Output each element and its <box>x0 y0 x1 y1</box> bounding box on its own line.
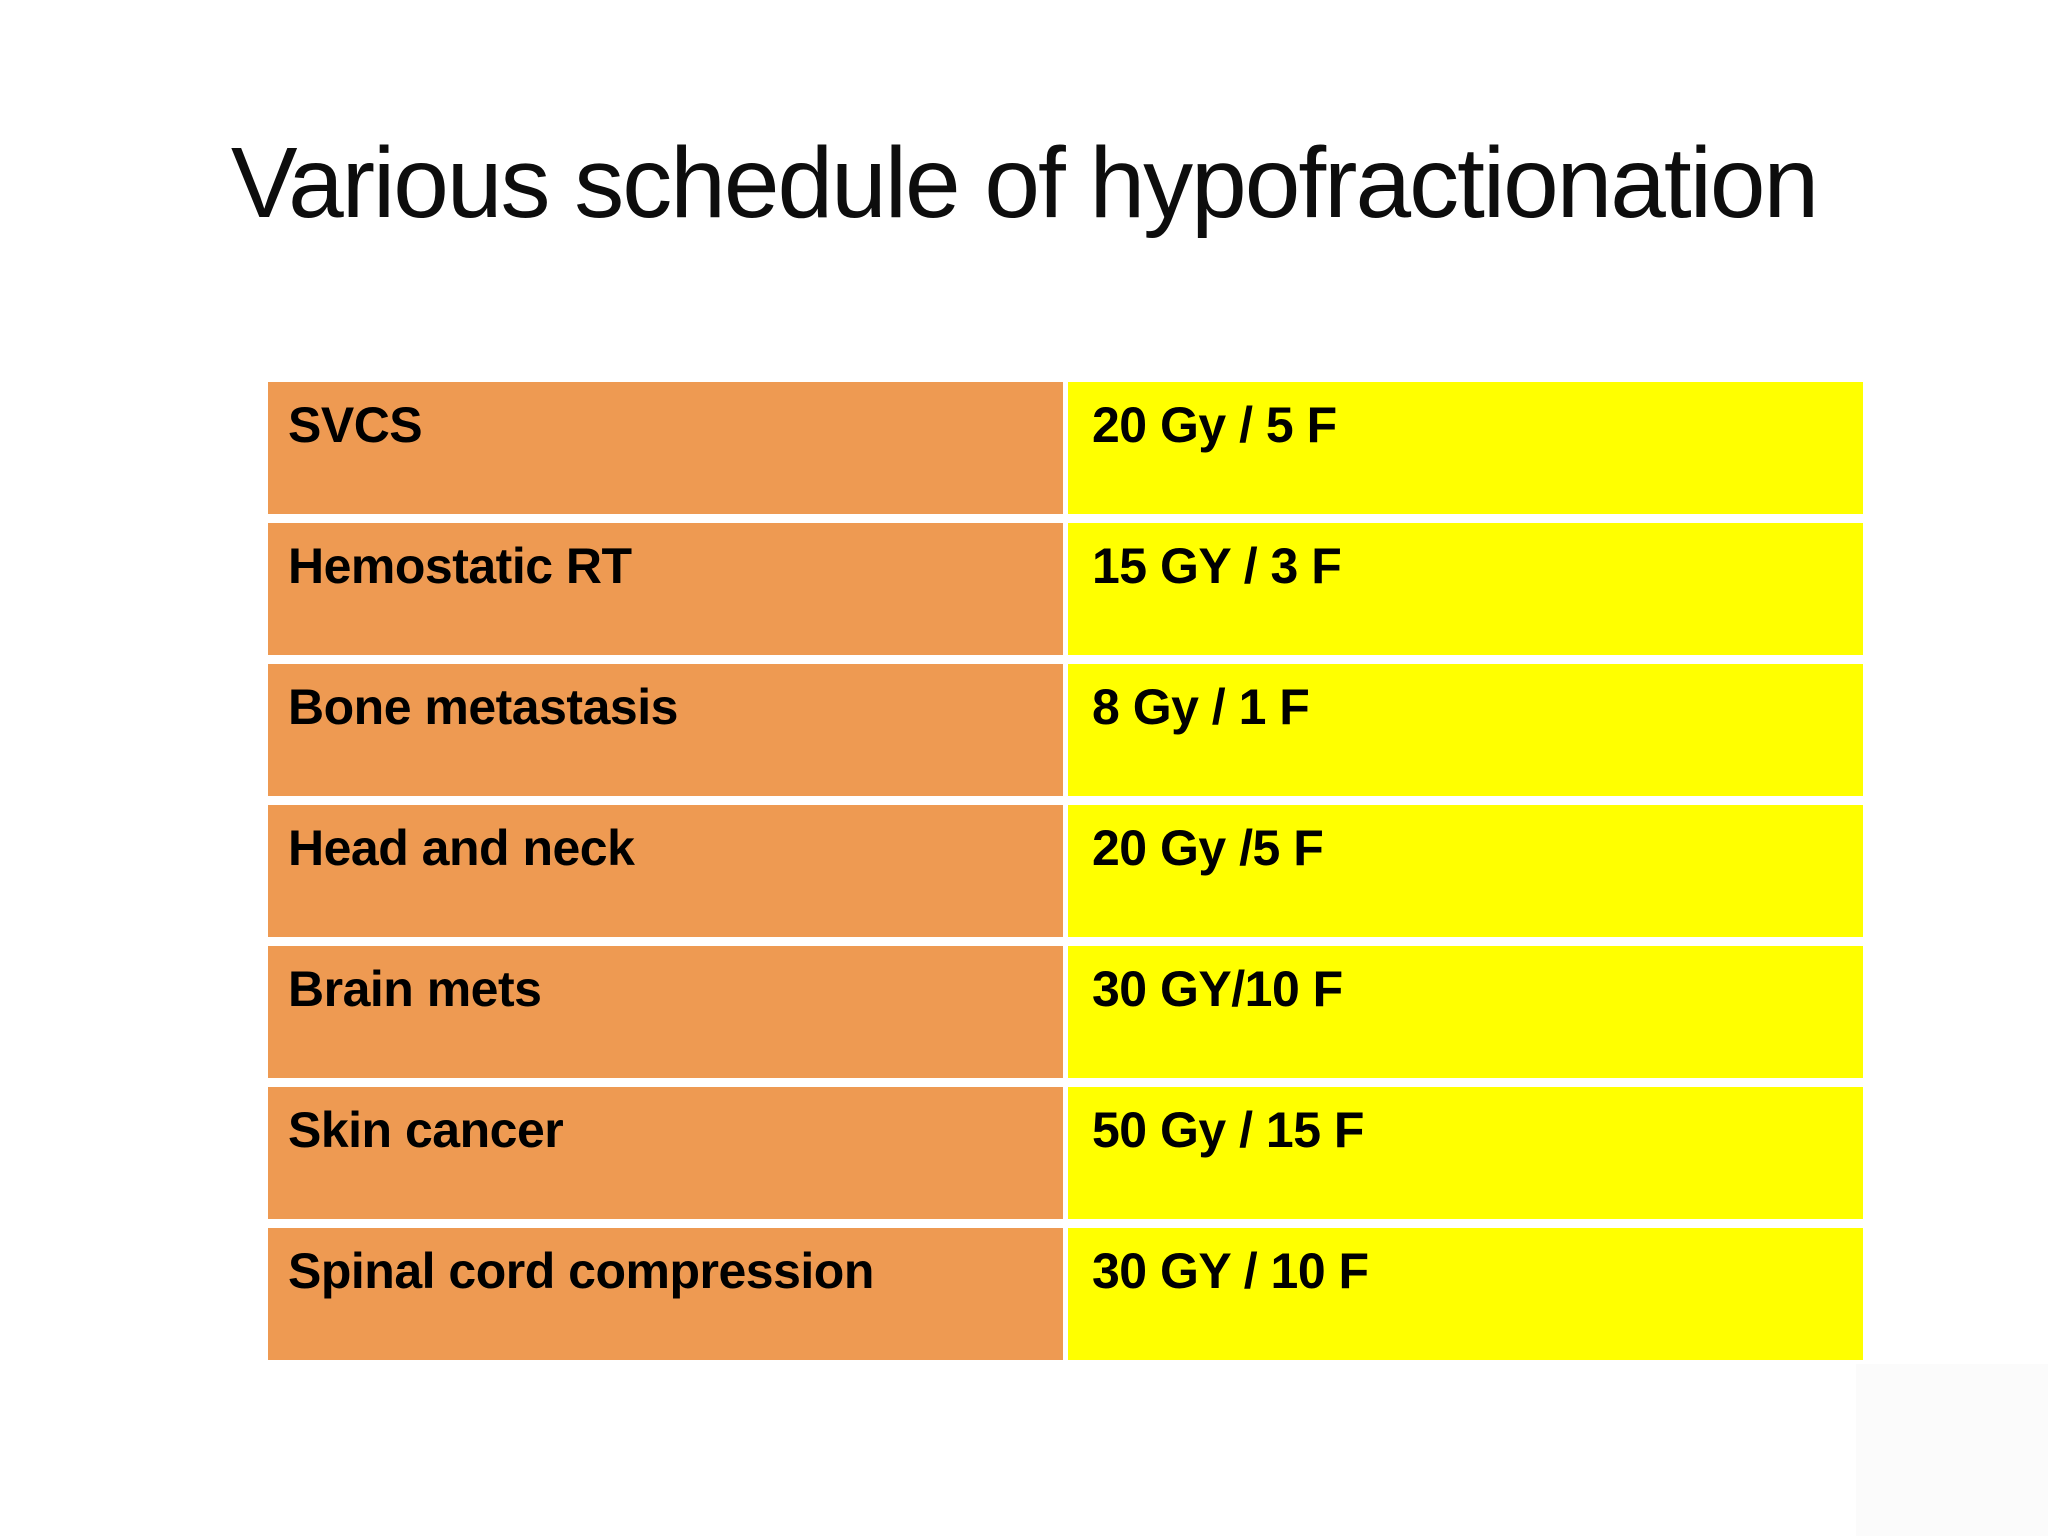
dose-cell: 20 Gy / 5 F <box>1068 382 1863 514</box>
condition-cell: SVCS <box>268 382 1063 514</box>
dose-cell: 8 Gy / 1 F <box>1068 664 1863 796</box>
dose-cell: 15 GY / 3 F <box>1068 523 1863 655</box>
table-row: SVCS 20 Gy / 5 F <box>268 382 1863 514</box>
table-row: Brain mets 30 GY/10 F <box>268 946 1863 1078</box>
corner-shade-rectangle <box>1856 1364 2048 1536</box>
condition-cell: Head and neck <box>268 805 1063 937</box>
dose-cell: 30 GY/10 F <box>1068 946 1863 1078</box>
dose-cell: 50 Gy / 15 F <box>1068 1087 1863 1219</box>
hypofractionation-table: SVCS 20 Gy / 5 F Hemostatic RT 15 GY / 3… <box>268 382 1863 1360</box>
condition-cell: Hemostatic RT <box>268 523 1063 655</box>
condition-cell: Bone metastasis <box>268 664 1063 796</box>
table-row: Bone metastasis 8 Gy / 1 F <box>268 664 1863 796</box>
dose-cell: 30 GY / 10 F <box>1068 1228 1863 1360</box>
dose-cell: 20 Gy /5 F <box>1068 805 1863 937</box>
condition-cell: Brain mets <box>268 946 1063 1078</box>
table-row: Head and neck 20 Gy /5 F <box>268 805 1863 937</box>
slide-title: Various schedule of hypofractionation <box>230 127 1819 239</box>
table-row: Skin cancer 50 Gy / 15 F <box>268 1087 1863 1219</box>
table-row: Spinal cord compression 30 GY / 10 F <box>268 1228 1863 1360</box>
table-row: Hemostatic RT 15 GY / 3 F <box>268 523 1863 655</box>
condition-cell: Spinal cord compression <box>268 1228 1063 1360</box>
condition-cell: Skin cancer <box>268 1087 1063 1219</box>
